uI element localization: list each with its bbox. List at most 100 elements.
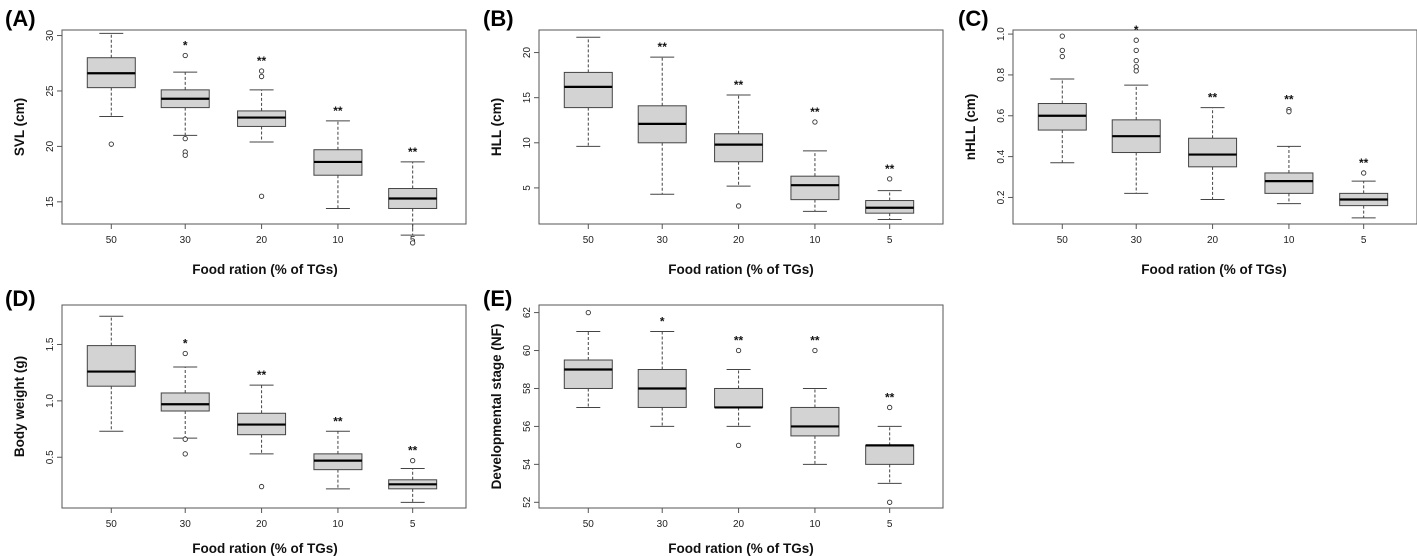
box-20: 20 ** — [237, 368, 287, 530]
x-tick-label: 50 — [106, 519, 118, 530]
box-5: 5** — [388, 145, 438, 246]
iqr-box — [865, 444, 915, 465]
y-tick-label: 58 — [522, 382, 533, 394]
outlier-point — [182, 52, 188, 59]
y-axis-title: SVL (cm) — [12, 98, 27, 156]
box-10: 10 ** — [313, 414, 363, 530]
x-tick-label: 50 — [1057, 235, 1069, 246]
x-tick-label: 5 — [1361, 235, 1367, 246]
box-10: 10 ** — [313, 104, 363, 246]
x-axis-title: Food ration (% of TGs) — [668, 262, 813, 277]
outlier-point — [735, 203, 742, 209]
x-tick-label: 20 — [733, 235, 745, 246]
chart-panel-3: (C) 0.2 0.4 0.6 0.8 1.0 nHLL (cm) Food ration (… — [958, 6, 1417, 277]
y-tick-label: 0.5 — [45, 450, 56, 464]
box-30: 30 * — [160, 38, 210, 246]
y-axis-title: nHLL (cm) — [963, 94, 978, 161]
plot-frame — [538, 29, 944, 225]
outlier-point — [410, 457, 416, 464]
outlier-point — [108, 141, 114, 147]
y-tick-label: 20 — [522, 47, 533, 59]
chart-panel-5: (E) 52 54 56 58 60 62 Developmental stage (NF) F… — [483, 286, 944, 556]
y-axis-title: HLL (cm) — [489, 98, 504, 156]
outlier-point — [182, 152, 188, 158]
panel-label: (B) — [483, 6, 514, 31]
iqr-box — [86, 345, 136, 387]
outlier-point — [735, 347, 742, 354]
panel-label: (D) — [5, 286, 36, 311]
outlier-point — [182, 451, 188, 457]
outlier-point — [812, 119, 818, 125]
significance-marker: ** — [1284, 93, 1294, 107]
outlier-point — [812, 347, 818, 354]
y-tick-label: 5 — [522, 185, 533, 191]
y-tick-label: 1.5 — [45, 337, 56, 351]
significance-marker: ** — [1359, 156, 1369, 170]
y-tick-label: 20 — [45, 140, 56, 152]
outlier-point — [887, 404, 893, 411]
x-tick-label: 10 — [809, 519, 821, 530]
x-tick-label: 10 — [1283, 235, 1295, 246]
significance-marker: ** — [1208, 91, 1218, 105]
x-tick-label: 5 — [887, 519, 893, 530]
outlier-point — [887, 499, 893, 505]
box-5: 5** — [388, 444, 438, 530]
box-5: 5 ** — [1339, 156, 1389, 246]
y-tick-label: 15 — [522, 92, 533, 104]
significance-marker: * — [183, 38, 188, 52]
box-50: 50 — [563, 36, 613, 246]
box-10: 10 ** — [790, 334, 840, 530]
y-tick-label: 52 — [522, 496, 533, 508]
x-tick-label: 50 — [106, 235, 118, 246]
x-tick-label: 30 — [180, 235, 192, 246]
x-tick-label: 50 — [583, 235, 595, 246]
box-50: 50 — [563, 309, 613, 530]
y-tick-label: 1.0 — [996, 27, 1007, 41]
box-20: 20 ** — [1188, 91, 1238, 246]
x-tick-label: 30 — [657, 519, 669, 530]
y-tick-label: 1.0 — [45, 393, 56, 407]
chart-panel-1: (A) 15 20 25 30 SVL (cm) Food ration (% of TGs… — [5, 6, 467, 277]
significance-marker: ** — [734, 334, 744, 348]
x-axis-title: Food ration (% of TGs) — [1141, 262, 1286, 277]
outlier-point — [1133, 57, 1139, 64]
x-tick-label: 10 — [332, 519, 344, 530]
significance-marker: ** — [333, 414, 343, 428]
box-10: 10 ** — [1264, 93, 1314, 246]
iqr-box — [790, 175, 840, 201]
y-tick-label: 56 — [522, 420, 533, 432]
significance-marker: ** — [257, 54, 267, 68]
outlier-point — [1059, 47, 1065, 54]
x-tick-label: 10 — [332, 235, 344, 246]
outlier-point — [735, 442, 742, 449]
box-5: 5** — [865, 162, 915, 246]
x-tick-label: 30 — [180, 519, 192, 530]
x-axis-title: Food ration (% of TGs) — [192, 262, 337, 277]
significance-marker: ** — [734, 78, 744, 92]
plot-frame — [538, 304, 944, 509]
x-tick-label: 20 — [733, 519, 745, 530]
outlier-point — [258, 483, 265, 490]
significance-marker: * — [183, 336, 188, 350]
iqr-box — [790, 406, 840, 437]
outlier-point — [258, 73, 265, 80]
x-tick-label: 50 — [583, 519, 595, 530]
significance-marker: ** — [408, 145, 418, 159]
outlier-point — [1059, 33, 1065, 39]
outlier-point — [1133, 68, 1139, 74]
box-10: 10 ** — [790, 105, 840, 246]
outlier-point — [182, 135, 188, 142]
significance-marker: * — [660, 315, 665, 329]
outlier-point — [1133, 47, 1139, 54]
outlier-point — [1361, 170, 1367, 176]
significance-marker: * — [1134, 23, 1139, 37]
box-20: 20 ** — [714, 334, 764, 530]
x-tick-label: 30 — [657, 235, 669, 246]
plot-frame — [61, 29, 467, 225]
chart-panel-4: (D) 0.5 1.0 1.5 Body weight (g) Food ration (… — [5, 286, 467, 556]
box-50: 50 — [86, 32, 136, 246]
iqr-box — [714, 133, 764, 163]
outlier-point — [258, 68, 265, 74]
outlier-point — [1286, 109, 1292, 115]
